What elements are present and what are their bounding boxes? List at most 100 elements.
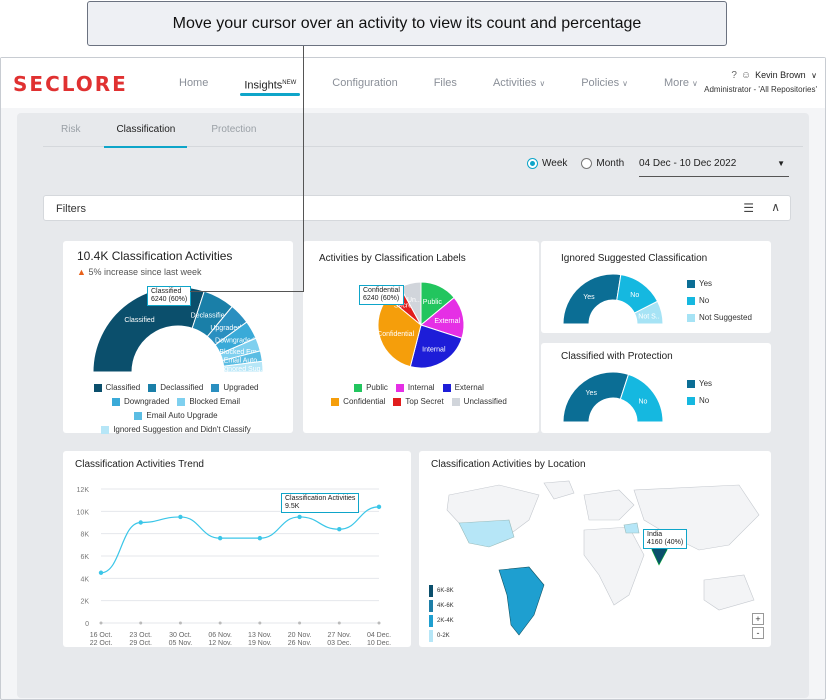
card1-tooltip-label: Classified: [151, 288, 182, 295]
help-icon[interactable]: ?: [731, 70, 737, 81]
callout-pointer-horizontal: [190, 291, 304, 292]
donut-segment[interactable]: [619, 373, 664, 423]
x-tick-label: 16 Oct.: [90, 632, 113, 639]
tab-bar: Risk Classification Protection: [43, 113, 803, 148]
trend-series-line[interactable]: [100, 506, 380, 574]
classification-labels-pie[interactable]: Public External Internal Confidential Secret…: [303, 269, 539, 379]
legend-item[interactable]: Email Auto Upgrade: [134, 411, 218, 420]
trend-point[interactable]: [138, 520, 143, 525]
classification-donut[interactable]: Classified Declassified Upgraded Downgraded…: [63, 279, 293, 389]
legend-item[interactable]: Declassified: [148, 383, 203, 392]
legend-item[interactable]: Ignored Suggestion and Didn't Classify: [101, 425, 251, 434]
legend-item[interactable]: External: [442, 383, 484, 392]
legend-item[interactable]: Unclassified: [451, 397, 507, 406]
nav-policies-label: Policies: [581, 77, 620, 89]
caret-down-icon[interactable]: ▼: [777, 159, 785, 168]
trend-point[interactable]: [376, 504, 382, 510]
trend-point[interactable]: [217, 535, 223, 541]
legend-label: Yes: [699, 379, 713, 388]
legend-swatch: [687, 313, 695, 322]
nav-configuration[interactable]: Configuration: [314, 58, 415, 108]
legend-item[interactable]: Top Secret: [393, 397, 444, 406]
legend-item[interactable]: No: [687, 296, 759, 305]
tab-protection[interactable]: Protection: [211, 124, 257, 135]
legend-item[interactable]: Yes: [687, 279, 759, 288]
legend-swatch: [451, 397, 460, 406]
legend-item[interactable]: No: [687, 396, 759, 405]
month-label: Month: [596, 158, 625, 169]
legend-item[interactable]: Public: [354, 383, 388, 392]
filters-bar[interactable]: Filters ☰ ∧: [43, 195, 791, 221]
chevron-up-icon[interactable]: ∧: [771, 200, 780, 214]
legend-item[interactable]: Upgraded: [211, 383, 258, 392]
legend-label: Internal: [407, 383, 435, 392]
ignored-suggested-donut[interactable]: Yes No Not S..: [551, 269, 671, 329]
legend-item[interactable]: Yes: [687, 379, 759, 388]
card5-tooltip-label: Classification Activities: [285, 495, 356, 502]
legend-swatch: [101, 425, 110, 434]
legend-swatch: [354, 383, 363, 392]
nav-home-label: Home: [179, 77, 209, 89]
zoom-in-button[interactable]: +: [752, 613, 764, 625]
trend-line-chart[interactable]: 0 2K 4K 6K 8K 10K 12K 16 Oct.22 Oct. 23 Oct.29 O…: [63, 469, 411, 649]
card6-tooltip: India 4160 (40%): [643, 529, 688, 549]
callout-pointer: [303, 46, 304, 292]
week-radio-icon[interactable]: [527, 158, 538, 169]
card1-legend: Classified Declassified Upgraded Downgraded…: [69, 383, 291, 439]
ignored-suggested-card: Ignored Suggested Classification Yes No No…: [541, 241, 771, 333]
map-legend-label: 6K-8K: [437, 588, 454, 594]
x-tick-label: 13 Nov.: [248, 632, 272, 639]
map-land-south-america[interactable]: [498, 566, 545, 636]
trend-point[interactable]: [257, 535, 263, 541]
donut-segment[interactable]: [92, 286, 205, 373]
segment-label: Yes: [586, 390, 598, 397]
legend-item[interactable]: Downgraded: [111, 397, 169, 406]
legend-swatch: [111, 397, 120, 406]
zoom-out-button[interactable]: -: [752, 627, 764, 639]
nav-insights[interactable]: InsightsNEW: [226, 58, 314, 108]
card6-tooltip-label: India: [647, 531, 663, 538]
chevron-down-icon: ∨: [622, 79, 628, 88]
legend-item[interactable]: Not Suggested: [687, 313, 759, 322]
pie-slice[interactable]: [409, 324, 463, 369]
chevron-down-icon[interactable]: ∨: [811, 71, 817, 80]
x-tick-label: 29 Oct.: [129, 640, 152, 647]
sliders-icon[interactable]: ☰: [743, 201, 754, 215]
card2-tooltip: Confidential 6240 (60%): [359, 285, 404, 305]
date-range-select[interactable]: 04 Dec - 10 Dec 2022 ▼: [639, 151, 789, 177]
month-radio-icon[interactable]: [581, 158, 593, 169]
card5-title: Classification Activities Trend: [75, 459, 204, 470]
map-legend-label: 0-2K: [437, 633, 450, 639]
trend-point[interactable]: [337, 527, 342, 532]
trend-point[interactable]: [178, 514, 183, 520]
card3-title: Ignored Suggested Classification: [561, 253, 708, 264]
nav-activities[interactable]: Activities ∨: [475, 58, 563, 108]
week-radio[interactable]: Week: [527, 158, 567, 169]
nav-files[interactable]: Files: [416, 58, 475, 108]
legend-item[interactable]: Confidential: [331, 397, 385, 406]
legend-item[interactable]: Internal: [395, 383, 435, 392]
nav-policies[interactable]: Policies ∨: [563, 58, 646, 108]
trend-point[interactable]: [98, 570, 104, 575]
slice-label: External: [434, 318, 460, 325]
tab-classification[interactable]: Classification: [98, 113, 193, 148]
tab-risk[interactable]: Risk: [61, 124, 81, 135]
nav-more[interactable]: More ∨: [646, 58, 716, 108]
map-land-usa[interactable]: [458, 519, 515, 548]
month-radio[interactable]: Month: [581, 158, 624, 169]
legend-item[interactable]: Classified: [93, 383, 140, 392]
map-land-europe: [583, 489, 635, 521]
legend-item[interactable]: Blocked Email: [177, 397, 240, 406]
classified-protection-donut[interactable]: Yes No: [551, 367, 671, 427]
donut-segment[interactable]: [223, 360, 264, 373]
x-tick-label: 22 Oct.: [90, 640, 113, 647]
nav-home[interactable]: Home: [161, 58, 226, 108]
user-menu[interactable]: ? ☺ Kevin Brown ∨ Administrator - 'All Rep…: [704, 70, 817, 94]
map-land-middle-east[interactable]: [623, 522, 640, 534]
trend-point[interactable]: [297, 514, 302, 520]
world-map[interactable]: [419, 475, 771, 645]
segment-label: Email Auto..: [224, 358, 261, 365]
user-avatar-icon[interactable]: ☺: [740, 70, 752, 81]
date-range-value: 04 Dec - 10 Dec 2022: [639, 158, 737, 169]
donut-segment[interactable]: [633, 300, 664, 325]
